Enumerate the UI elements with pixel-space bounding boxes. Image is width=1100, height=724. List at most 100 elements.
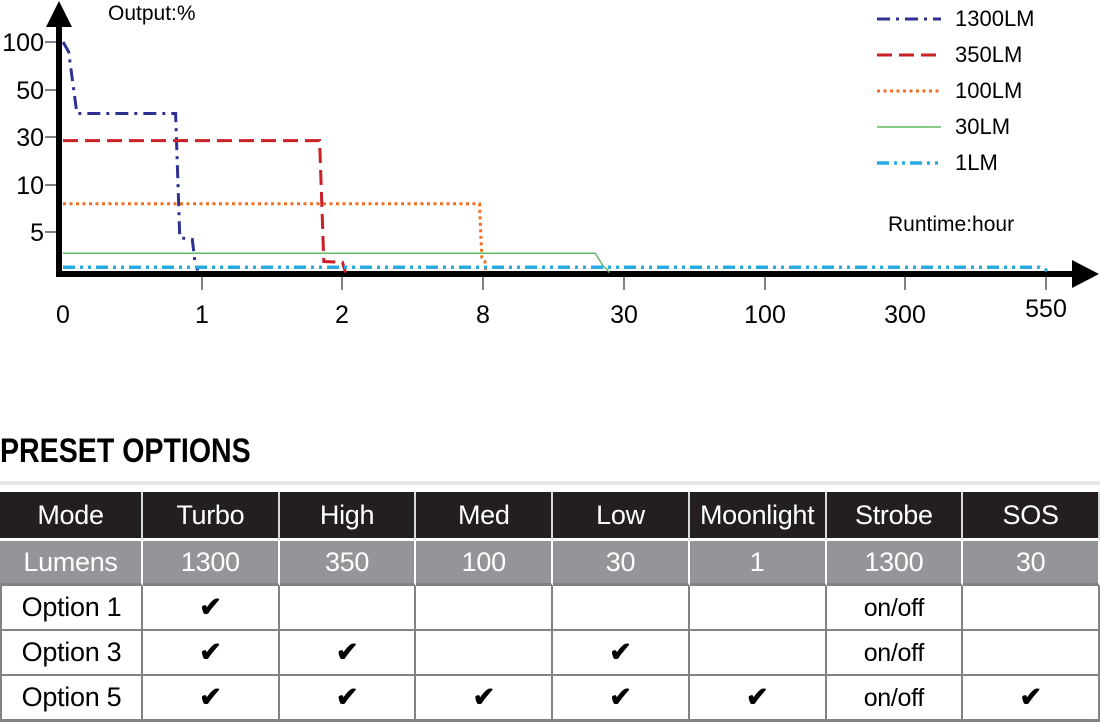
column-header-moonlight: Moonlight: [689, 492, 827, 541]
legend-item: 100LM: [876, 73, 1100, 109]
mode-cell: ✔: [553, 676, 690, 722]
output-axis-label: Output:%: [108, 2, 196, 25]
mode-cell: ✔: [279, 676, 417, 722]
check-icon: ✔: [199, 682, 222, 712]
column-header-sos: SOS: [963, 492, 1100, 541]
heading-divider: [0, 481, 1100, 485]
x-tick-label: 30: [610, 301, 638, 329]
runtime-chart-section: 0 1 2 8 30 100 300 550 100 50 30 10 5 Output:% Runti…: [0, 0, 1100, 350]
empty-cell: [689, 631, 827, 676]
lumens-row: Lumens 1300 350 100 30 1 1300 30: [0, 541, 1100, 586]
option-row-label: Option 5: [0, 676, 143, 722]
mode-cell: ✔: [143, 676, 280, 722]
check-icon: ✔: [199, 637, 222, 667]
y-axis-arrow-icon: [46, 1, 72, 27]
check-icon: ✔: [746, 682, 769, 712]
mode-cell: ✔: [279, 631, 417, 676]
mode-cell: on/off: [826, 676, 964, 722]
lumens-value: 100: [416, 541, 554, 586]
column-header-med: Med: [416, 492, 554, 541]
legend-item: 1300LM: [876, 1, 1100, 37]
x-tick-label: 2: [335, 301, 349, 329]
mode-cell: ✔: [689, 676, 827, 722]
series-line-30LM: [63, 252, 610, 274]
legend-line-icon: [877, 126, 941, 128]
lumens-value: 1: [689, 541, 827, 586]
y-tick-label: 5: [30, 219, 44, 247]
x-tick-label: 8: [476, 301, 490, 329]
onoff-label: on/off: [863, 594, 925, 622]
legend-line-icon: [877, 53, 941, 57]
mode-cell: ✔: [416, 676, 554, 722]
chart-axes: 0 1 2 8 30 100 300 550 100 50 30 10 5: [2, 1, 1099, 329]
runtime-chart-canvas: 0 1 2 8 30 100 300 550 100 50 30 10 5: [2, 1, 1099, 329]
x-tick-label: 550: [1025, 295, 1067, 323]
column-header-turbo: Turbo: [143, 492, 280, 541]
legend-label: 1LM: [955, 150, 998, 175]
x-tick-label: 300: [884, 301, 926, 329]
lumens-row-label: Lumens: [0, 541, 143, 586]
lumens-value: 30: [553, 541, 690, 586]
column-header-mode: Mode: [0, 492, 143, 541]
legend-item: 350LM: [876, 37, 1100, 73]
check-icon: ✔: [335, 637, 359, 667]
lumens-value: 1300: [143, 541, 280, 586]
runtime-axis-label: Runtime:hour: [888, 213, 1015, 236]
preset-options-table: Mode Turbo High Med Low Moonlight Strobe SOS Lum…: [0, 492, 1100, 722]
mode-cell: ✔: [963, 676, 1100, 722]
x-axis-line: [56, 271, 1078, 277]
column-header-high: High: [279, 492, 417, 541]
check-icon: ✔: [609, 637, 632, 667]
lumens-value: 30: [963, 541, 1100, 586]
lumens-value: 350: [279, 541, 417, 586]
check-icon: ✔: [609, 682, 632, 712]
y-tick-label: 100: [2, 29, 44, 57]
lumens-value: 1300: [826, 541, 964, 586]
y-tick-label: 50: [16, 77, 44, 105]
series-line-1LM: [63, 265, 1051, 274]
check-icon: ✔: [472, 682, 496, 712]
onoff-label: on/off: [863, 684, 925, 712]
legend-item: 1LM: [876, 145, 1100, 181]
empty-cell: [963, 586, 1100, 631]
check-icon: ✔: [199, 592, 222, 622]
x-tick-label: 0: [56, 301, 70, 329]
y-axis-line: [56, 16, 62, 277]
x-tick-label: 100: [744, 301, 786, 329]
column-header-strobe: Strobe: [826, 492, 964, 541]
option-row-label: Option 3: [0, 631, 143, 676]
series-line-100LM: [63, 202, 488, 272]
x-tick-label: 1: [195, 301, 209, 329]
series-line-350LM: [63, 139, 347, 274]
chart-legend: 1300LM 350LM 100LM 30LM 1LM: [876, 1, 1100, 181]
mode-cell: on/off: [826, 631, 964, 676]
onoff-label: on/off: [863, 639, 925, 667]
check-icon: ✔: [335, 682, 359, 712]
legend-line-icon: [877, 89, 941, 93]
legend-label: 100LM: [955, 78, 1023, 103]
empty-cell: [963, 631, 1100, 676]
mode-cell: ✔: [553, 631, 690, 676]
option-row-label: Option 1: [0, 586, 143, 631]
mode-cell: ✔: [143, 631, 280, 676]
y-tick-label: 30: [16, 124, 44, 152]
legend-line-icon: [877, 17, 941, 21]
preset-options-heading: PRESET OPTIONS: [0, 432, 251, 470]
mode-cell: on/off: [826, 586, 964, 631]
empty-cell: [416, 631, 554, 676]
empty-cell: [689, 586, 827, 631]
column-header-low: Low: [553, 492, 690, 541]
check-icon: ✔: [1019, 682, 1042, 712]
y-tick-label: 10: [16, 172, 44, 200]
table-header-row: Mode Turbo High Med Low Moonlight Strobe SOS: [0, 492, 1100, 541]
legend-label: 350LM: [955, 42, 1023, 67]
empty-cell: [553, 586, 690, 631]
legend-label: 30LM: [955, 114, 1011, 139]
legend-label: 1300LM: [955, 6, 1035, 31]
option-row: Option 1 ✔ on/off: [0, 586, 1100, 631]
empty-cell: [416, 586, 554, 631]
series-line-1300LM: [61, 41, 200, 271]
legend-line-icon: [877, 161, 941, 165]
x-axis-arrow-icon: [1072, 260, 1099, 288]
mode-cell: ✔: [143, 586, 280, 631]
